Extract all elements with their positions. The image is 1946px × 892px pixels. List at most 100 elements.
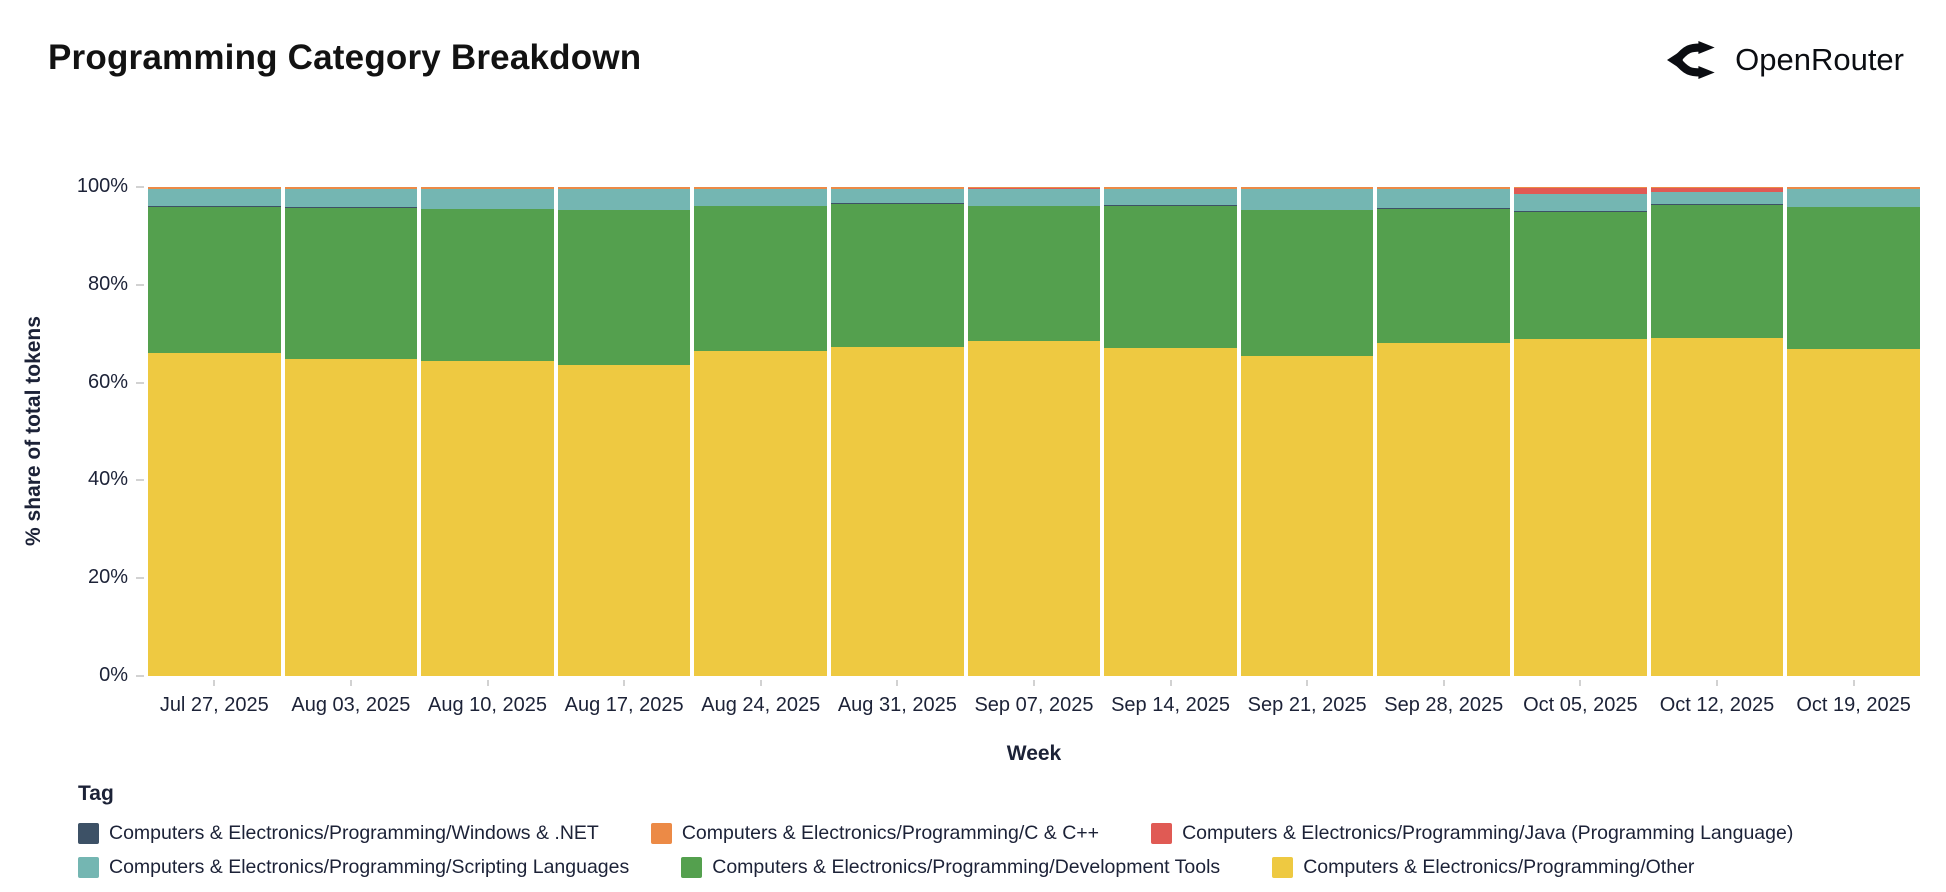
segment-c-cpp[interactable] [1650,187,1784,189]
y-tick-label: 40% [87,468,128,491]
legend-row: Computers & Electronics/Programming/Wind… [78,822,1793,845]
x-tick-label: Oct 05, 2025 [1514,680,1647,717]
x-tick-mark [1306,680,1309,686]
x-tick-mark [1169,680,1172,686]
segment-development-tools[interactable] [557,210,691,365]
segment-scripting-languages[interactable] [694,188,828,206]
segment-other[interactable] [1104,348,1237,676]
legend-swatch-c-cpp [650,823,672,844]
bar-oct-19-2025[interactable] [1787,187,1920,676]
legend-swatch-scripting-languages [78,857,99,878]
segment-other[interactable] [557,365,691,676]
bar-aug-10-2025[interactable] [421,187,554,676]
segment-java[interactable] [1650,188,1784,192]
segment-other[interactable] [421,360,554,676]
segment-c-cpp[interactable] [284,187,418,189]
segment-scripting-languages[interactable] [967,188,1101,206]
bar-oct-12-2025[interactable] [1650,187,1784,676]
segment-development-tools[interactable] [1787,207,1920,350]
segment-scripting-languages[interactable] [831,188,964,204]
segment-c-cpp[interactable] [557,187,691,189]
x-tick-mark [1032,680,1035,686]
bar-jul-27-2025[interactable] [148,187,281,676]
segment-development-tools[interactable] [694,206,828,351]
legend-label-scripting-languages: Computers & Electronics/Programming/Scri… [109,856,630,878]
segment-development-tools[interactable] [1514,211,1647,340]
y-tick-mark [136,675,144,677]
bar-sep-07-2025[interactable] [967,187,1101,676]
openrouter-icon [1667,38,1719,82]
bar-aug-24-2025[interactable] [694,187,828,676]
segment-development-tools[interactable] [284,207,418,360]
segment-scripting-languages[interactable] [421,189,554,209]
legend-item-other: Computers & Electronics/Programming/Othe… [1272,856,1694,879]
segment-c-cpp[interactable] [831,187,964,189]
y-tick-mark [136,283,144,286]
segment-c-cpp[interactable] [1787,187,1920,189]
segment-scripting-languages[interactable] [284,189,418,208]
segment-development-tools[interactable] [1240,210,1374,357]
bar-sep-21-2025[interactable] [1240,187,1374,676]
segment-c-cpp[interactable] [1514,187,1647,189]
segment-c-cpp[interactable] [967,187,1101,189]
legend-label-java: Computers & Electronics/Programming/Java… [1182,822,1794,844]
segment-other[interactable] [694,350,828,676]
y-axis: 0% 20% 40% 60% 80% 100% [0,175,146,686]
bar-aug-17-2025[interactable] [557,187,691,676]
segment-c-cpp[interactable] [1104,187,1237,189]
chart-plot-area [148,187,1920,676]
legend-row: Computers & Electronics/Programming/Scri… [78,856,1793,879]
segment-other[interactable] [148,352,281,676]
legend-item-windows-dotnet: Computers & Electronics/Programming/Wind… [78,822,599,845]
segment-development-tools[interactable] [1104,205,1237,349]
bar-sep-14-2025[interactable] [1104,187,1237,676]
segment-c-cpp[interactable] [694,187,828,189]
segment-other[interactable] [1514,339,1647,676]
segment-other[interactable] [1787,349,1920,676]
legend-label-c-cpp: Computers & Electronics/Programming/C & … [681,822,1100,844]
bar-oct-05-2025[interactable] [1514,187,1647,676]
x-tick-mark [623,680,626,686]
y-tick-mark [136,577,144,580]
segment-other[interactable] [1650,338,1784,676]
segment-scripting-languages[interactable] [148,188,281,207]
segment-other[interactable] [1240,356,1374,676]
segment-development-tools[interactable] [1377,208,1511,344]
segment-scripting-languages[interactable] [1514,193,1647,212]
segment-development-tools[interactable] [967,206,1101,341]
x-tick-mark [213,680,216,686]
segment-scripting-languages[interactable] [1240,188,1374,210]
bar-aug-03-2025[interactable] [284,187,418,676]
segment-c-cpp[interactable] [1377,187,1511,189]
y-tick-label: 100% [76,175,128,197]
segment-c-cpp[interactable] [1240,187,1374,189]
segment-development-tools[interactable] [148,206,281,353]
segment-development-tools[interactable] [421,209,554,361]
segment-development-tools[interactable] [1650,204,1784,339]
segment-java[interactable] [1514,188,1647,194]
segment-other[interactable] [831,346,964,676]
x-tick-mark [759,680,762,686]
segment-c-cpp[interactable] [148,187,281,189]
segment-other[interactable] [1377,343,1511,676]
segment-scripting-languages[interactable] [1377,188,1511,209]
segment-scripting-languages[interactable] [1650,191,1784,205]
x-tick-label: Sep 14, 2025 [1104,680,1237,717]
segment-c-cpp[interactable] [421,187,554,189]
segment-scripting-languages[interactable] [557,188,691,210]
legend-swatch-windows-dotnet [78,823,99,844]
x-tick-label: Oct 12, 2025 [1651,680,1784,717]
y-tick-mark [136,479,144,482]
legend-label-windows-dotnet: Computers & Electronics/Programming/Wind… [109,822,599,844]
x-tick-label: Aug 03, 2025 [285,680,418,717]
x-tick-label: Sep 07, 2025 [968,680,1101,717]
bar-sep-28-2025[interactable] [1377,187,1511,676]
segment-other[interactable] [967,340,1101,676]
segment-development-tools[interactable] [831,203,964,347]
y-tick-mark [136,381,144,384]
segment-scripting-languages[interactable] [1104,188,1237,206]
bar-aug-31-2025[interactable] [831,187,964,676]
segment-other[interactable] [284,359,418,676]
segment-scripting-languages[interactable] [1787,188,1920,207]
x-axis-labels: Jul 27, 2025 Aug 03, 2025 Aug 10, 2025 Aug … [148,680,1920,717]
